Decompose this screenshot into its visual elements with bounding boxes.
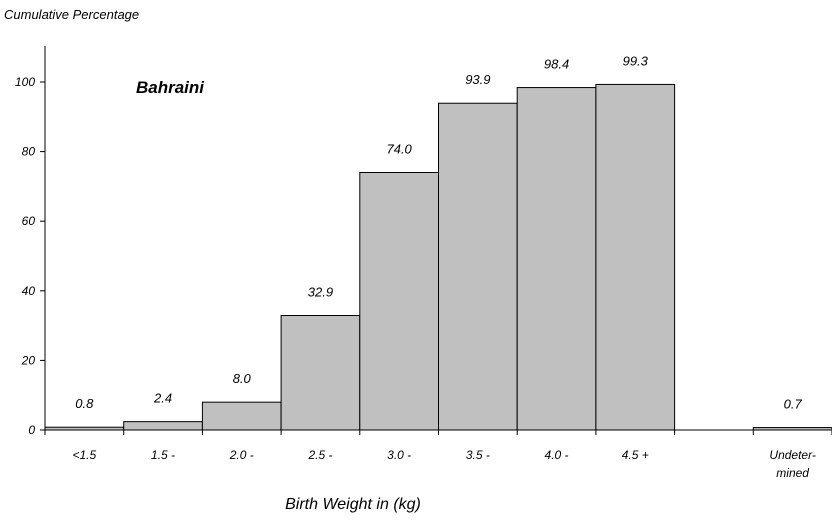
bar xyxy=(280,315,361,431)
bar xyxy=(359,171,439,431)
data-label: 2.4 xyxy=(153,391,172,406)
y-tick-label: 0 xyxy=(28,423,35,437)
bar xyxy=(595,83,676,431)
bars xyxy=(44,83,832,431)
data-label: 93.9 xyxy=(465,72,490,87)
data-label: 0.7 xyxy=(784,397,803,412)
x-tick-label: 3.0 - xyxy=(387,448,411,462)
data-label: 98.4 xyxy=(544,57,569,72)
data-label: 0.8 xyxy=(75,396,94,411)
y-tick-label: 60 xyxy=(22,214,36,228)
series-label: Bahraini xyxy=(136,78,205,97)
y-tick-label: 80 xyxy=(22,145,36,159)
bar xyxy=(201,401,282,431)
bar xyxy=(123,421,203,431)
x-axis-title: Birth Weight in (kg) xyxy=(285,496,421,513)
x-tick-label: 1.5 - xyxy=(151,448,175,462)
x-tick-label: <1.5 xyxy=(72,448,96,462)
x-tick-label: 2.0 - xyxy=(229,448,254,462)
y-tick-label: 100 xyxy=(15,75,35,89)
x-tick-label: 4.5 + xyxy=(622,448,649,462)
y-axis-title: Cumulative Percentage xyxy=(4,7,139,22)
data-label: 74.0 xyxy=(386,141,412,156)
y-tick-label: 20 xyxy=(21,353,36,367)
x-axis: <1.5 1.5 - 2.0 - 2.5 - 3.0 - 3.5 - 4.0 - 4.5 + U… xyxy=(44,429,832,480)
x-tick-label: Undeter-mined xyxy=(769,448,815,480)
y-axis: 0 20 40 60 80 100 xyxy=(15,46,46,437)
data-labels: 0.8 2.4 8.0 32.9 74.0 93.9 98.4 99.3 0.7 xyxy=(75,53,802,411)
data-label: 99.3 xyxy=(623,53,649,68)
y-tick-label: 40 xyxy=(22,284,36,298)
data-label: 32.9 xyxy=(308,285,333,300)
x-tick-label: 2.5 - xyxy=(307,448,332,462)
bar xyxy=(516,87,597,431)
x-tick-label: 3.5 - xyxy=(466,448,490,462)
bar xyxy=(438,102,518,431)
data-label: 8.0 xyxy=(233,371,252,386)
x-tick-label: 4.0 - xyxy=(545,448,569,462)
